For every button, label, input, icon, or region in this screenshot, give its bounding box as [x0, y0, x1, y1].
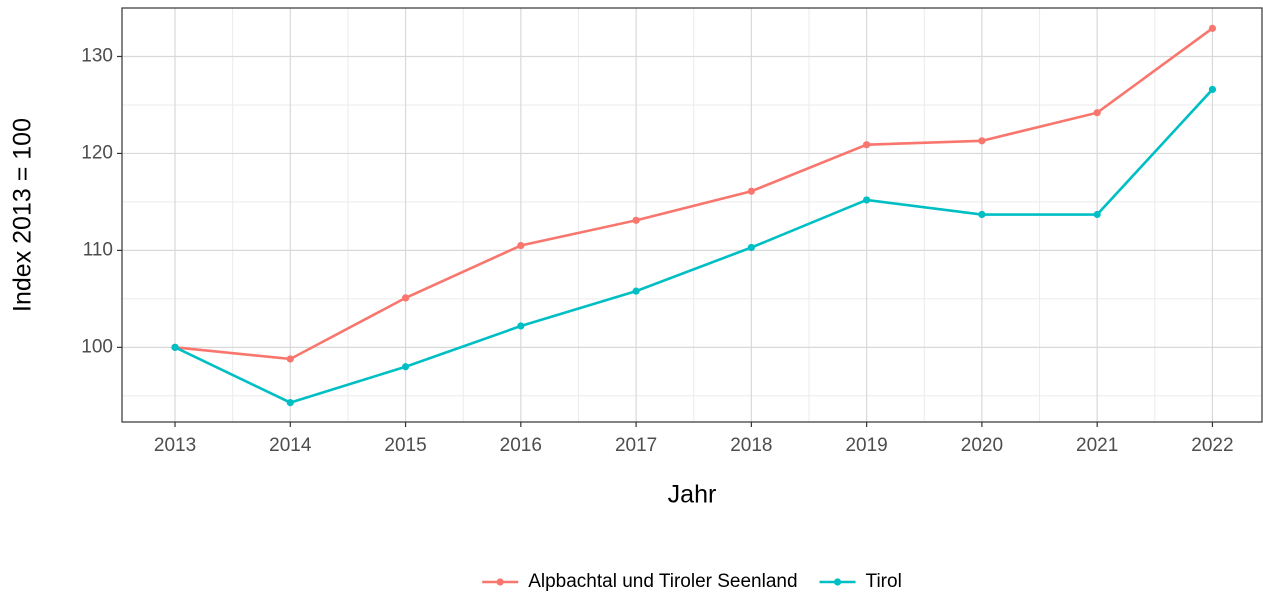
point [747, 243, 755, 252]
x-tick-label: 2016 [500, 435, 542, 456]
x-tick-label: 2018 [730, 435, 772, 456]
point [401, 294, 410, 302]
legend-item: Alpbachtal und Tiroler Seenland [482, 571, 798, 592]
point [517, 241, 525, 250]
point [171, 343, 179, 351]
series-line [174, 88, 1214, 405]
x-axis-title: Jahr [668, 481, 717, 509]
legend-swatch-point [833, 578, 842, 586]
x-tick-label: 2014 [269, 435, 312, 456]
point [863, 141, 871, 149]
x-tick-label: 2013 [154, 435, 196, 456]
y-tick-label: 100 [81, 336, 113, 357]
point [1208, 85, 1217, 94]
point [632, 287, 640, 295]
point [1093, 210, 1101, 219]
y-axis-title: Index 2013 = 100 [9, 118, 37, 312]
x-tick-label: 2017 [615, 435, 657, 456]
point [1093, 109, 1101, 117]
point [1208, 24, 1217, 32]
legend: Alpbachtal und Tiroler Seenland Tirol [482, 571, 902, 592]
point [286, 399, 294, 407]
panel-border [121, 7, 1263, 423]
point [978, 137, 986, 145]
y-tick-label: 110 [83, 239, 113, 260]
series-line [174, 27, 1214, 361]
point [401, 363, 410, 371]
y-tick-label: 130 [81, 45, 113, 66]
legend-item: Tirol [819, 571, 902, 592]
point [286, 355, 294, 363]
x-tick-label: 2015 [384, 435, 426, 456]
x-tick-label: 2022 [1191, 435, 1233, 456]
x-tick-label: 2021 [1076, 435, 1118, 456]
point [863, 196, 871, 204]
legend-text: Alpbachtal und Tiroler Seenland [528, 571, 797, 592]
point [632, 216, 640, 224]
point [747, 187, 755, 195]
x-tick-label: 2020 [961, 435, 1003, 456]
point [517, 322, 525, 330]
y-tick-label: 120 [81, 142, 113, 163]
x-tick-label: 2019 [845, 435, 887, 456]
point [978, 210, 986, 219]
legend-swatch-point [496, 578, 504, 586]
legend-text: Tirol [866, 571, 902, 592]
